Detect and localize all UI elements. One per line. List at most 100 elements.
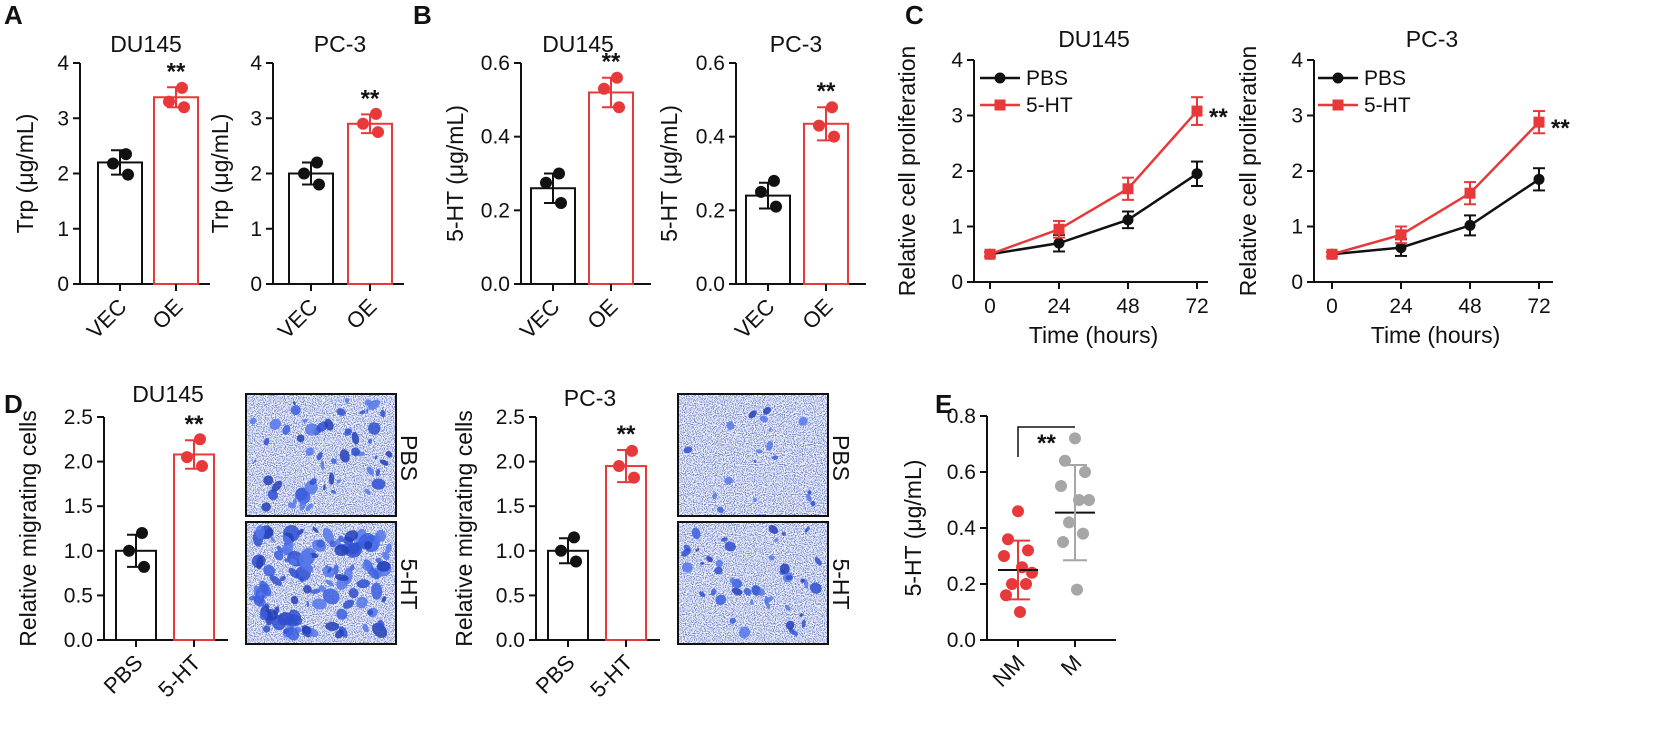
stained-cell xyxy=(344,428,353,437)
y-tick-label: 0.6 xyxy=(947,461,976,484)
bar xyxy=(588,91,634,286)
data-point xyxy=(196,460,208,473)
panel-label-b: B xyxy=(413,0,432,30)
y-tick-label: 2 xyxy=(1291,160,1303,183)
y-axis-label: Trp (μg/mL) xyxy=(12,114,38,234)
x-tick-label: VEC xyxy=(82,294,132,344)
data-point xyxy=(194,433,206,446)
stained-cell xyxy=(743,588,752,596)
y-tick-label: 1 xyxy=(57,218,69,241)
stained-cell xyxy=(263,437,270,446)
stained-cell xyxy=(814,557,822,566)
stained-cell xyxy=(367,438,373,444)
stained-cell xyxy=(344,397,350,403)
stained-cell xyxy=(292,401,296,406)
stained-cell xyxy=(751,585,761,596)
stained-cell xyxy=(262,625,271,633)
x-tick-label: OE xyxy=(582,294,622,334)
stained-cell xyxy=(312,598,327,610)
data-point xyxy=(1191,168,1203,180)
stained-cell xyxy=(759,415,768,423)
bar xyxy=(803,122,849,286)
y-tick-label: 1.5 xyxy=(496,495,525,518)
panel-label-d: D xyxy=(4,389,23,419)
y-tick-label: 0 xyxy=(57,273,69,296)
stained-cell xyxy=(269,575,282,586)
stained-cell xyxy=(330,490,337,494)
data-point xyxy=(1006,578,1018,590)
stained-cell xyxy=(681,562,693,573)
stained-cell xyxy=(758,588,765,597)
significance-label: ** xyxy=(617,421,636,448)
stained-cell xyxy=(766,441,773,451)
stained-cell xyxy=(287,502,297,509)
stained-cell xyxy=(683,446,693,454)
stained-cell xyxy=(288,567,299,579)
data-point xyxy=(1002,533,1014,546)
stained-cell xyxy=(273,606,280,616)
stained-cell xyxy=(348,588,359,599)
data-point xyxy=(178,101,190,114)
stained-cell xyxy=(753,459,757,464)
stained-cell xyxy=(320,460,325,470)
significance-label: ** xyxy=(167,58,186,85)
y-tick-label: 1.0 xyxy=(496,540,525,563)
legend-label: PBS xyxy=(1364,67,1406,90)
data-point xyxy=(813,119,825,132)
y-tick-label: 0.2 xyxy=(481,199,510,222)
panel-label-e: E xyxy=(935,389,952,419)
y-tick-label: 4 xyxy=(57,52,69,75)
y-tick-label: 3 xyxy=(951,105,963,128)
stained-cell xyxy=(371,582,383,600)
chart-title: DU145 xyxy=(542,31,614,57)
data-point xyxy=(1053,223,1065,235)
stained-cell xyxy=(699,591,706,598)
stained-cell xyxy=(297,490,311,505)
stained-cell xyxy=(356,596,368,609)
stained-cell xyxy=(810,500,816,507)
y-axis-label: Relative cell proliferation xyxy=(894,46,920,297)
data-point xyxy=(1326,248,1338,260)
stained-cell xyxy=(367,609,374,616)
stained-cell xyxy=(318,585,327,593)
stained-cell xyxy=(288,619,299,625)
chart-a-pc3: 0 1 2 3 4 PC-3 Trp (μg/mL) ** VEC OE xyxy=(207,31,404,344)
stained-cell xyxy=(366,466,374,476)
stained-cell xyxy=(325,579,334,587)
stained-cell xyxy=(305,447,314,456)
data-point xyxy=(1464,219,1476,231)
series-line xyxy=(989,172,1198,256)
stained-cell xyxy=(336,408,346,416)
significance-label: ** xyxy=(361,85,380,112)
stained-cell xyxy=(807,490,812,495)
stained-cell xyxy=(279,575,286,582)
significance-label: ** xyxy=(1037,430,1056,457)
significance-label: ** xyxy=(1209,104,1228,131)
data-point xyxy=(555,544,567,557)
stained-cell xyxy=(768,555,775,561)
y-tick-label: 0 xyxy=(250,273,262,296)
data-point xyxy=(370,107,382,120)
stained-cell xyxy=(798,417,808,426)
stained-cell xyxy=(779,563,790,574)
stained-cell xyxy=(324,418,334,431)
stained-cell xyxy=(724,476,733,485)
x-tick-label: M xyxy=(1056,650,1087,681)
data-point xyxy=(1014,606,1026,618)
x-tick-label: 48 xyxy=(1458,295,1481,318)
y-tick-label: 2.0 xyxy=(64,451,93,474)
x-tick-label: 0 xyxy=(984,295,996,318)
stained-cell xyxy=(809,582,822,594)
y-tick-label: 3 xyxy=(57,107,69,130)
data-point xyxy=(613,101,625,114)
data-point xyxy=(611,71,623,84)
significance-label: ** xyxy=(185,411,204,438)
data-point xyxy=(1057,536,1069,548)
data-point xyxy=(770,200,782,213)
stained-cell xyxy=(717,506,724,514)
y-tick-label: 2.5 xyxy=(64,406,93,429)
panel-label-c: C xyxy=(905,0,924,30)
y-tick-label: 0.6 xyxy=(696,52,725,75)
stained-cell xyxy=(271,480,283,492)
data-point xyxy=(1012,505,1024,518)
